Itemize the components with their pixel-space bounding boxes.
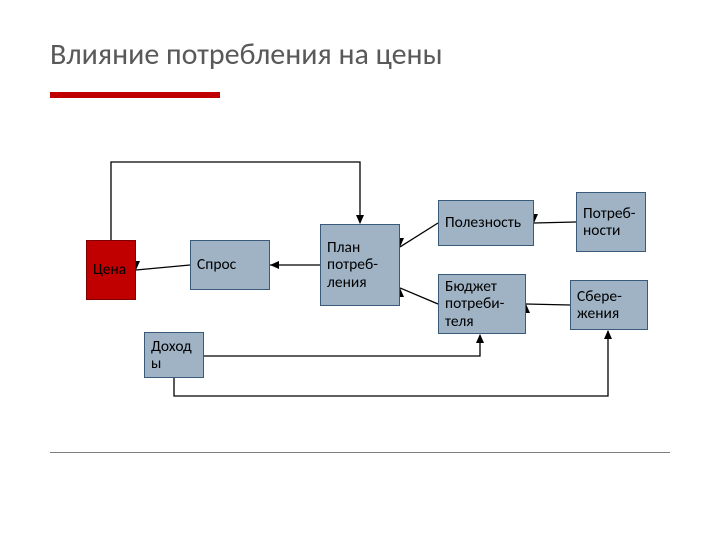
footer-divider xyxy=(50,452,670,453)
edge-income-to-budget-bottom xyxy=(204,334,484,356)
node-demand: Спрос xyxy=(190,240,270,290)
edge-income-to-savings-bottom xyxy=(174,330,612,396)
node-savings: Сбере-жения xyxy=(570,280,648,330)
accent-bar xyxy=(50,92,220,98)
node-price: Цена xyxy=(86,240,136,300)
node-budget: Бюджет потреби-теля xyxy=(438,274,526,334)
node-needs: Потреб-ности xyxy=(576,192,646,252)
node-plan: План потреб-ления xyxy=(320,224,400,306)
edge-savings-budget xyxy=(522,304,570,313)
node-util: Полезность xyxy=(438,200,534,246)
edge-plan-demand xyxy=(270,261,320,269)
slide: { "canvas": { "w": 720, "h": 540, "bg": … xyxy=(0,0,720,540)
edge-util-plan xyxy=(396,223,438,247)
edge-needs-util xyxy=(530,214,576,223)
slide-title: Влияние потребления на цены xyxy=(50,36,443,73)
node-income: Доходы xyxy=(144,332,204,378)
edge-budget-plan xyxy=(396,288,438,304)
edge-demand-price xyxy=(132,261,190,270)
